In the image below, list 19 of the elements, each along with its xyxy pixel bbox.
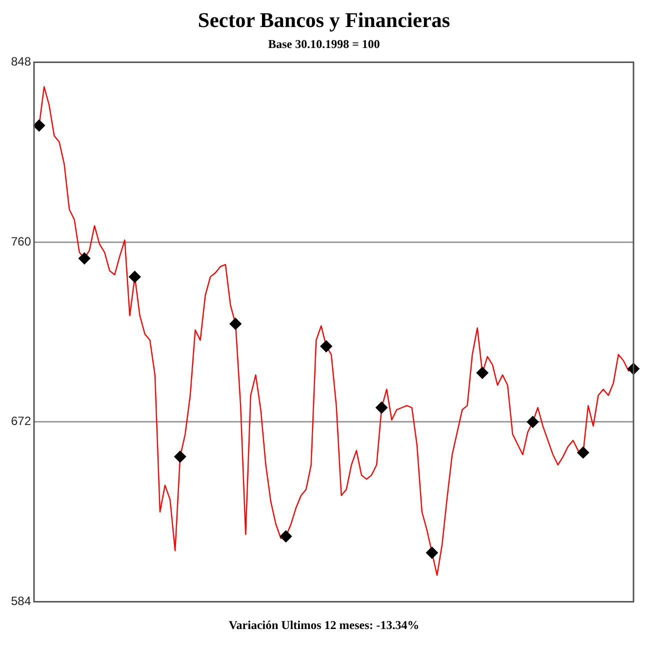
text: Variación Ultimos 12 meses: -13.34% [228,618,420,633]
y-tick-label: 672 [10,414,32,428]
y-tick-label: 584 [10,594,32,608]
point [33,120,46,132]
y-tick-label: 760 [10,234,32,248]
point [577,446,590,459]
point [174,450,186,463]
point [320,340,332,352]
chart-subtitle: Base 30.10.1998 = 100 [267,37,381,52]
chart-title: Sector Bancos y Financieras [196,8,452,33]
point [128,270,141,283]
point [376,402,388,414]
point [426,546,438,559]
point [230,318,242,330]
point [476,366,488,379]
y-tick-label: 848 [10,54,32,69]
point [526,416,539,428]
point [78,252,90,264]
point [280,530,292,542]
